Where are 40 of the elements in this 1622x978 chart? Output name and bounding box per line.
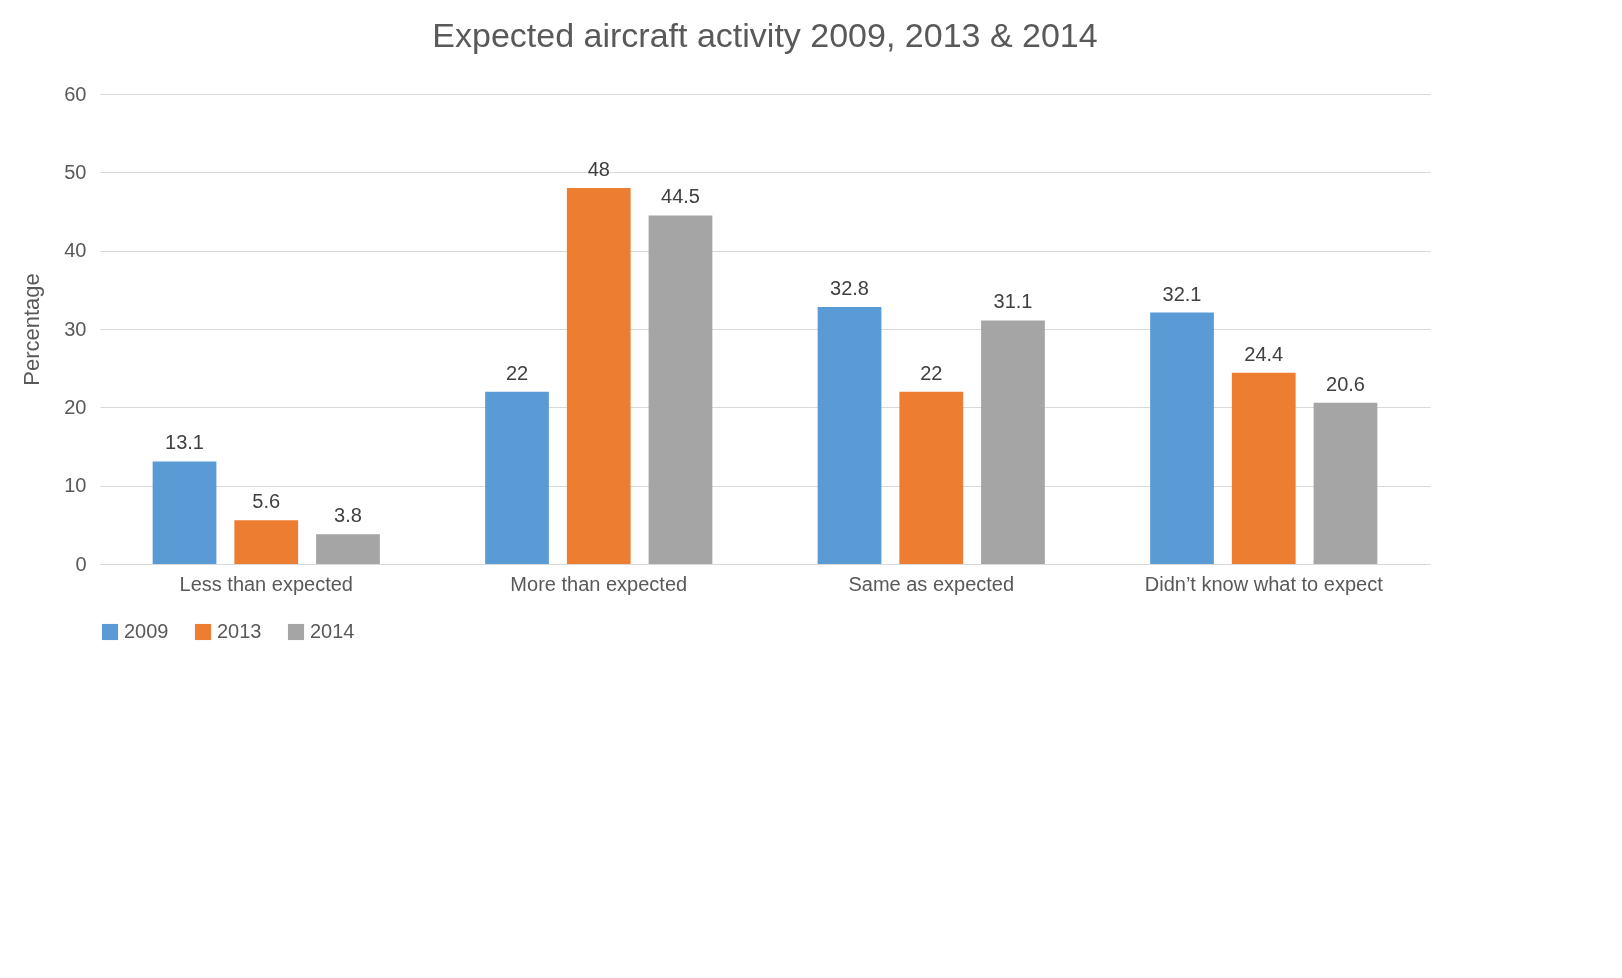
bar: [648, 215, 713, 564]
y-tick-label: 10: [64, 474, 87, 497]
bar: [152, 461, 217, 564]
data-label: 13.1: [165, 431, 204, 454]
bar: [981, 320, 1045, 564]
y-tick-label: 60: [64, 82, 87, 105]
data-label: 3.8: [334, 504, 362, 527]
data-label: 24.4: [1244, 342, 1284, 365]
bar: [316, 534, 380, 564]
data-label: 48: [587, 158, 610, 180]
data-label: 44.5: [661, 185, 700, 208]
x-tick-label: Less than expected: [179, 572, 353, 595]
bar: [1231, 372, 1296, 564]
bar: [1313, 402, 1378, 564]
data-label: 32.1: [1162, 282, 1202, 305]
bar: [566, 188, 631, 564]
x-tick-label: Same as expected: [848, 572, 1015, 595]
bar: [485, 391, 549, 564]
data-label: 32.8: [830, 277, 869, 300]
bar: [234, 520, 299, 564]
y-tick-label: 20: [64, 395, 87, 418]
bar: [1150, 312, 1214, 564]
bar: [817, 307, 882, 564]
x-tick-label: Didn’t know what to expect: [1144, 572, 1384, 595]
data-label: 20.6: [1326, 372, 1365, 395]
legend-label: 2009: [124, 620, 169, 642]
data-label: 22: [505, 361, 529, 384]
data-label: 5.6: [252, 490, 281, 513]
chart-title: Expected aircraft activity 2009, 2013 & 2014: [432, 16, 1098, 54]
y-tick-label: 0: [75, 552, 87, 575]
legend-label: 2014: [310, 620, 355, 642]
data-label: 31.1: [993, 290, 1033, 313]
legend-label: 2013: [217, 620, 262, 642]
y-tick-label: 50: [64, 160, 87, 183]
y-tick-label: 40: [64, 239, 87, 262]
y-axis-title: Percentage: [19, 273, 45, 386]
bar: [899, 391, 964, 564]
x-tick-label: More than expected: [510, 572, 688, 595]
y-tick-label: 30: [64, 317, 87, 340]
data-label: 22: [920, 361, 943, 384]
